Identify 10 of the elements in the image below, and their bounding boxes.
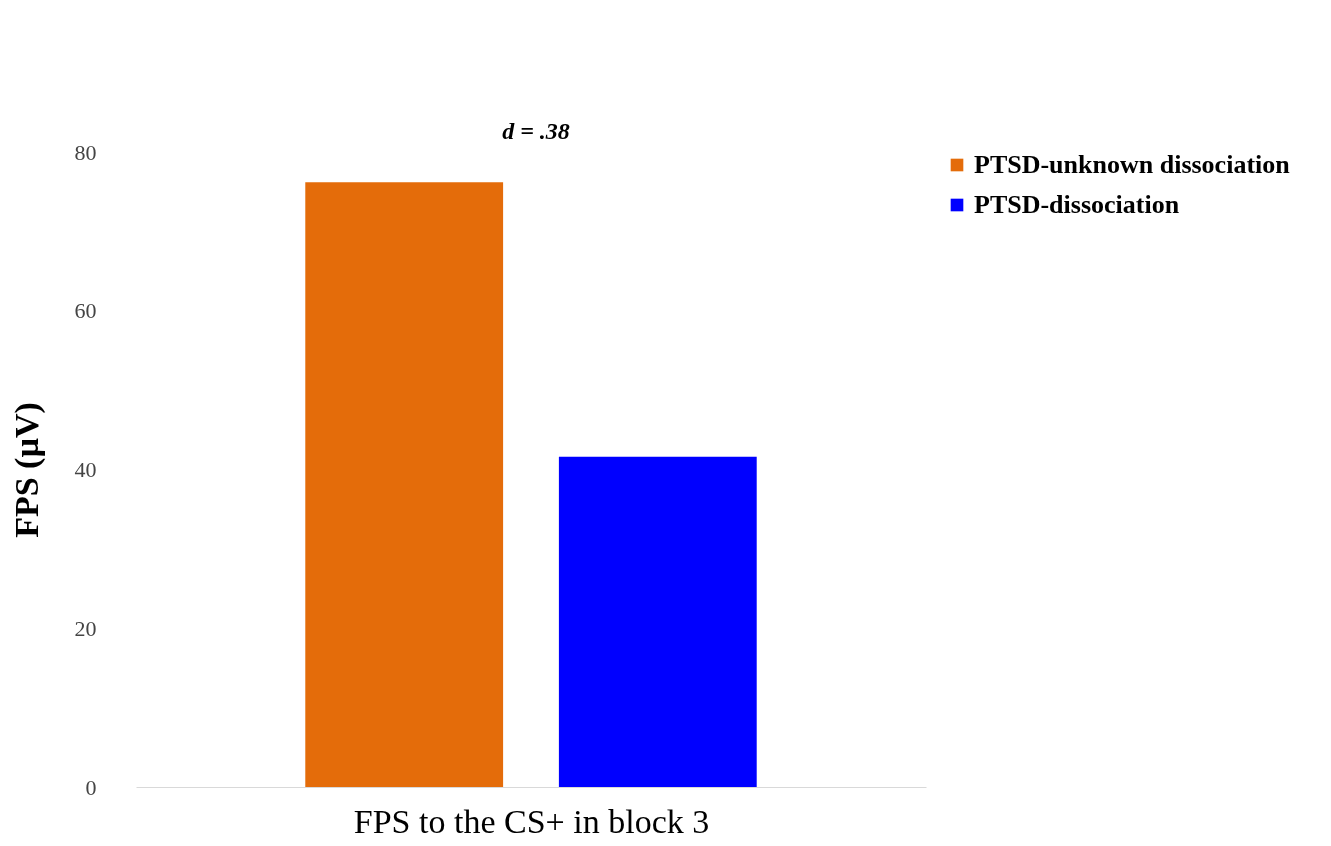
legend-label: PTSD-dissociation <box>974 190 1180 219</box>
text: d = .38 <box>502 118 570 144</box>
y-tick-label: 20 <box>74 615 97 641</box>
y-tick-label: 0 <box>85 774 97 800</box>
y-tick-label: 40 <box>74 457 97 482</box>
x-axis-title: FPS to the CS+ in block 3 <box>353 802 710 840</box>
y-tick-label: 60 <box>74 298 97 324</box>
legend-label: PTSD-unknown dissociation <box>974 150 1291 179</box>
y-axis-title: FPS (µV) <box>7 402 46 538</box>
y-tick-label: 80 <box>74 139 97 165</box>
